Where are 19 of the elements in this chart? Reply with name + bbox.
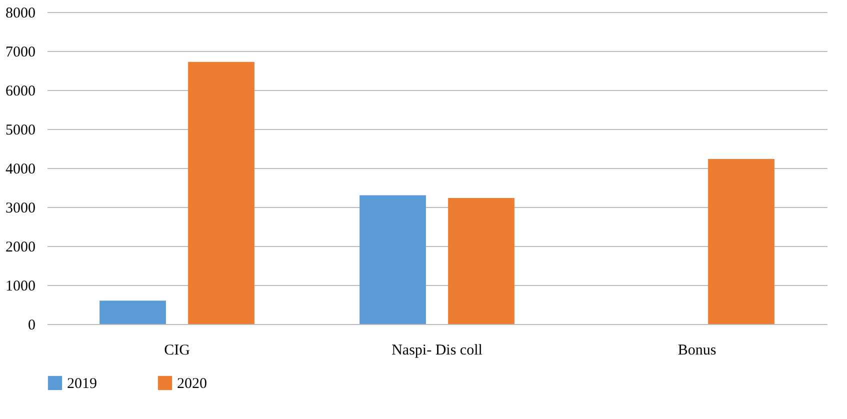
bar [360,195,426,324]
y-tick-label: 7000 [6,44,36,60]
bar [448,198,514,324]
legend-label: 2020 [177,376,207,392]
y-tick-label: 2000 [6,240,36,256]
bar [708,159,774,324]
x-tick-label: CIG [164,342,190,358]
y-tick-label: 0 [28,318,36,334]
y-tick-label: 5000 [6,122,36,138]
bar [188,62,254,324]
y-tick-label: 6000 [6,84,36,100]
bar [100,300,166,324]
y-tick-label: 3000 [6,200,36,216]
y-tick-label: 8000 [6,6,36,22]
y-tick-label: 1000 [6,278,36,294]
y-tick-label: 4000 [6,162,36,178]
x-tick-label: Naspi- Dis coll [392,342,482,358]
x-tick-label: Bonus [678,342,716,358]
legend-label: 2019 [67,376,97,392]
